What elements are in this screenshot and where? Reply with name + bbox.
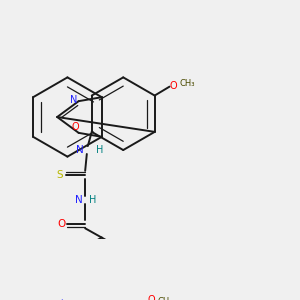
Text: O: O — [57, 219, 65, 229]
Text: CH₃: CH₃ — [179, 80, 195, 88]
Text: O: O — [148, 295, 155, 300]
Text: H: H — [89, 195, 96, 205]
Text: N: N — [70, 94, 77, 104]
Text: N: N — [76, 145, 84, 155]
Text: CH₃: CH₃ — [158, 298, 173, 300]
Text: +: + — [58, 298, 64, 300]
Text: N: N — [75, 195, 83, 205]
Text: O: O — [169, 81, 177, 91]
Text: S: S — [56, 170, 63, 180]
Text: H: H — [96, 145, 103, 155]
Text: O: O — [71, 122, 79, 132]
